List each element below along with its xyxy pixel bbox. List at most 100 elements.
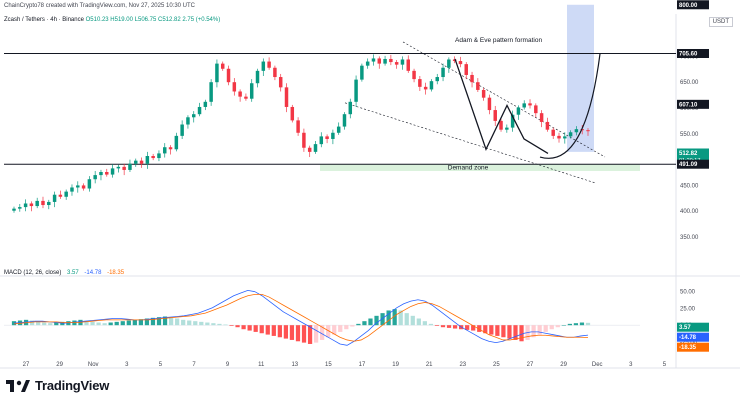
candle-body	[470, 74, 474, 83]
candle-body	[406, 59, 411, 71]
macd-axis-badge	[677, 322, 709, 332]
time-tick-label: 25	[493, 362, 500, 368]
candle-body	[41, 200, 45, 206]
macd-histogram-bar	[283, 325, 289, 339]
candle-body	[516, 107, 521, 115]
macd-histogram-bar	[289, 325, 295, 340]
candle-body	[522, 103, 526, 108]
candle-body	[307, 147, 312, 152]
candle-body	[267, 61, 271, 68]
candle-body	[319, 136, 324, 145]
candle-body	[464, 64, 468, 75]
macd-histogram-bar	[501, 325, 506, 338]
macd-histogram-bar	[326, 325, 331, 338]
macd-histogram-bar	[175, 318, 180, 326]
price-axis-label: 800.00	[679, 3, 698, 9]
time-tick-label: 5	[663, 362, 667, 368]
symbol-name[interactable]: Zcash / Tethers · 4h · Binance	[4, 17, 84, 23]
candle-body	[423, 86, 428, 90]
macd-histogram-bar	[555, 325, 560, 328]
candle-body	[244, 96, 248, 99]
candle-body	[499, 120, 503, 130]
macd-histogram-bar	[84, 321, 89, 326]
macd-line	[13, 289, 589, 346]
macd-histogram-bar	[301, 325, 307, 343]
candle-body	[452, 59, 457, 62]
macd-histogram-bar	[531, 325, 536, 338]
macd-histogram-bar	[90, 321, 95, 326]
candle-body	[47, 201, 51, 206]
time-tick-label: 3	[125, 362, 129, 368]
candle-body	[249, 83, 254, 99]
price-axis-label-box	[677, 0, 709, 10]
candle-body	[331, 132, 335, 139]
macd-histogram-bar	[265, 325, 270, 335]
macd-histogram-bar	[193, 321, 198, 326]
macd-title[interactable]: MACD (12, 26, close)	[4, 270, 62, 276]
macd-histogram-bar	[259, 325, 264, 334]
currency-badge[interactable]: USDT	[708, 17, 733, 27]
candle-body	[325, 136, 329, 139]
candle-body	[215, 63, 219, 83]
macd-histogram-bar	[48, 323, 53, 326]
candle-body	[99, 172, 103, 176]
candle-body	[568, 132, 573, 137]
macd-histogram-bar	[120, 321, 125, 326]
candle-body	[145, 156, 150, 164]
price-axis-label: 491.09	[679, 162, 698, 168]
candle-body	[481, 89, 486, 98]
macd-histogram-bar	[132, 319, 137, 326]
projection-curve	[539, 53, 601, 159]
symbol-info: Zcash / Tethers · 4h · Binance O510.23 H…	[4, 17, 220, 23]
macd-histogram-bar	[585, 322, 591, 326]
candle-body	[493, 110, 497, 121]
candle-body	[458, 61, 463, 65]
macd-histogram-bar	[150, 317, 156, 326]
candle-body	[435, 77, 439, 82]
macd-tick-label: 25.00	[680, 306, 696, 312]
publisher-line: ChainCrypto78 created with TradingView.c…	[4, 3, 195, 9]
macd-histogram-bar	[362, 321, 367, 326]
macd-histogram-bar	[241, 325, 246, 330]
candle-body	[191, 114, 196, 118]
macd-histogram-bar	[380, 313, 385, 326]
macd-histogram-bar	[102, 323, 107, 326]
candle-body	[29, 203, 34, 207]
candle-body	[510, 114, 515, 128]
macd-histogram-bar	[398, 310, 403, 326]
macd-histogram-bar	[471, 325, 476, 331]
candle-body	[87, 179, 92, 189]
macd-histogram-bar	[205, 322, 210, 326]
macd-histogram-bar	[519, 325, 524, 342]
candle-body	[586, 130, 590, 132]
candle-body	[203, 101, 208, 107]
macd-histogram-bar	[495, 325, 500, 336]
price-axis-label-box	[677, 99, 709, 109]
macd-histogram-bar	[96, 322, 101, 326]
macd-histogram-bar	[434, 325, 440, 326]
candle-body	[255, 70, 260, 84]
candle-body	[12, 208, 16, 211]
candle-body	[505, 127, 509, 130]
macd-histogram-bar	[416, 318, 421, 326]
macd-histogram-bar	[320, 325, 325, 340]
candle-body	[394, 62, 399, 65]
macd-histogram-bar	[313, 325, 319, 343]
macd-histogram-bar	[344, 325, 349, 330]
macd-histogram-bar	[253, 325, 258, 332]
time-tick-label: 29	[560, 362, 567, 368]
tradingview-logo[interactable]: TradingView	[6, 378, 109, 393]
candle-body	[336, 126, 341, 133]
time-tick-label: 9	[226, 362, 230, 368]
macd-histogram-bar	[561, 325, 566, 326]
macd-histogram-bar	[386, 310, 391, 326]
candle-body	[93, 175, 97, 180]
macd-histogram-bar	[452, 325, 458, 329]
price-axis-label: 512.82	[679, 151, 698, 157]
time-tick-label: 27	[23, 362, 30, 368]
price-axis-label-box	[677, 159, 709, 169]
price-axis-label: 607.10	[679, 102, 698, 108]
candle-body	[23, 203, 28, 208]
macd-histogram-bar	[428, 323, 434, 326]
